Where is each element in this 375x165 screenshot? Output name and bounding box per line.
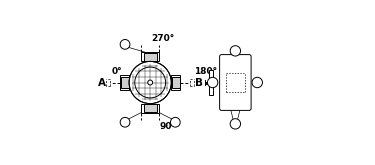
Text: 2: 2 [232,46,238,55]
Circle shape [129,61,171,104]
Circle shape [207,77,218,88]
Text: 180°: 180° [194,67,217,76]
Circle shape [230,46,240,56]
Text: 1: 1 [210,78,216,87]
Text: A: A [98,78,106,87]
Circle shape [148,80,153,85]
Bar [171,75,180,90]
Circle shape [120,117,130,127]
Circle shape [252,77,262,88]
Text: B: B [195,78,203,87]
Text: x: x [123,118,128,127]
Circle shape [171,117,180,127]
Bar [172,77,180,88]
FancyBboxPatch shape [220,55,251,110]
Text: x: x [173,118,178,127]
Bar [209,69,213,96]
Text: 270°: 270° [151,34,174,43]
Bar [120,75,129,90]
Bar [120,77,129,88]
Bar [141,104,159,113]
Text: x: x [233,119,238,128]
Circle shape [120,39,130,49]
Text: 90°: 90° [160,122,177,131]
Text: 3: 3 [254,78,260,87]
Bar [144,104,157,112]
Bar [144,53,157,61]
Text: 0°: 0° [111,67,122,76]
Text: x: x [123,40,128,49]
Circle shape [230,119,240,129]
Bar [141,52,159,61]
